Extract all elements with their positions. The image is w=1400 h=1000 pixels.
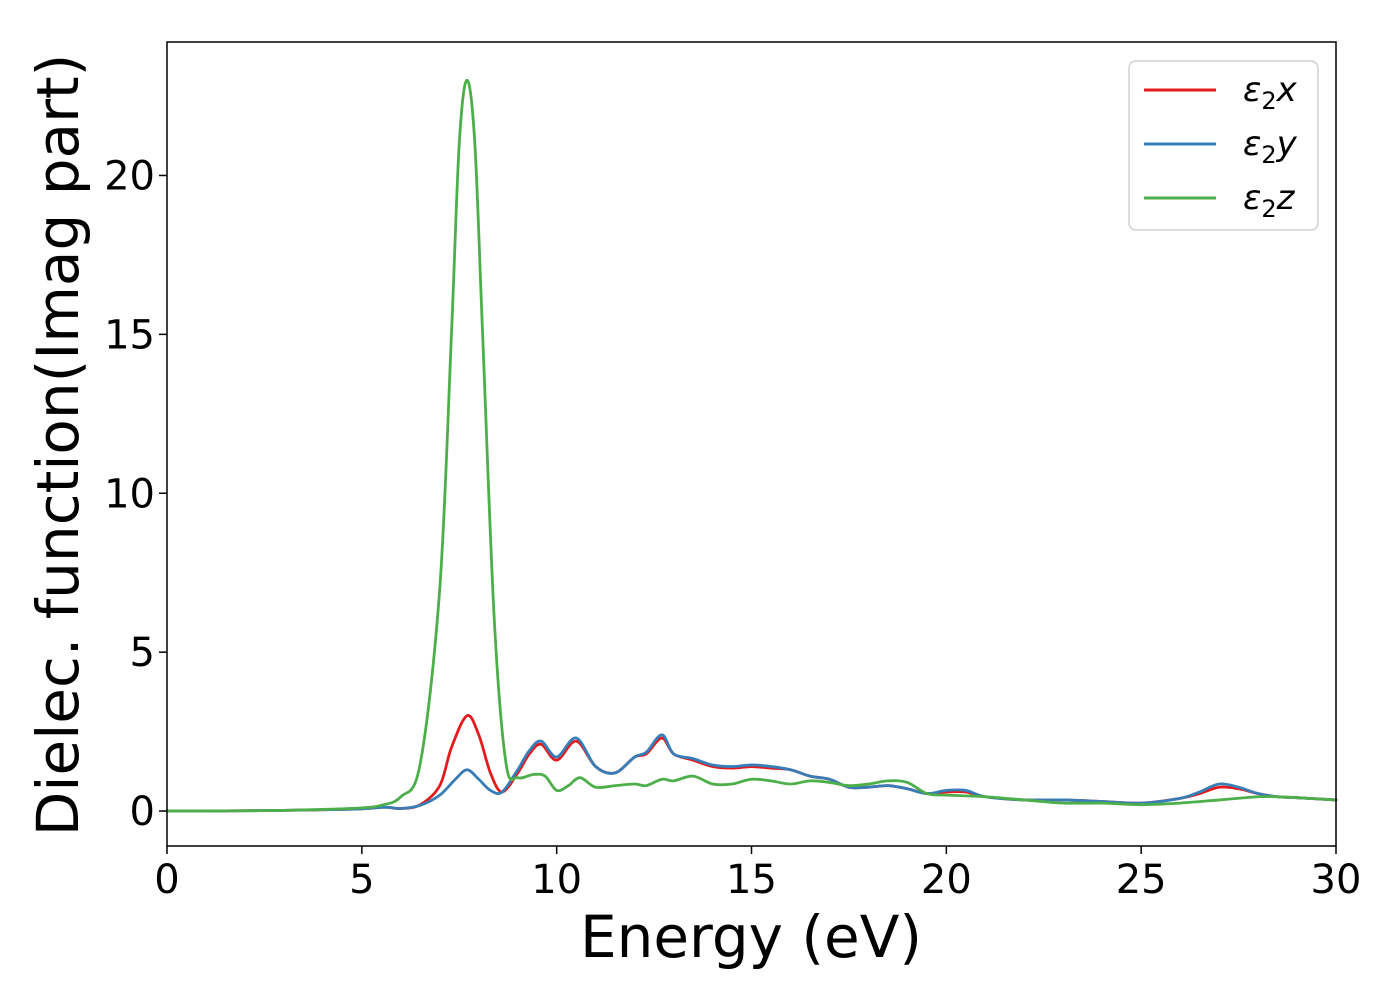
series-line-z xyxy=(165,78,1338,813)
x-tick-label: 5 xyxy=(349,857,374,903)
y-tick-label: 5 xyxy=(130,630,155,676)
series-layer xyxy=(165,78,1338,813)
y-axis-label: Dielec. function(Imag part) xyxy=(24,54,92,837)
series-line-y xyxy=(165,733,1338,813)
x-tick-label: 0 xyxy=(154,857,179,903)
x-axis-ticks: 0 5 10 15 20 25 30 xyxy=(154,846,1361,903)
y-tick-label: 0 xyxy=(130,789,155,835)
legend-label-y: ε2y xyxy=(1243,124,1298,169)
y-tick-label: 10 xyxy=(104,471,155,517)
legend-box xyxy=(1128,60,1319,231)
x-axis-label: Energy (eV) xyxy=(580,903,922,971)
y-tick-label: 20 xyxy=(104,153,155,199)
x-tick-label: 25 xyxy=(1116,857,1167,903)
y-tick-label: 15 xyxy=(104,312,155,358)
legend-label-z: ε2z xyxy=(1243,178,1296,223)
x-tick-label: 20 xyxy=(921,857,972,903)
legend-items: ε2x ε2y ε2z xyxy=(1144,70,1298,223)
x-tick-label: 15 xyxy=(726,857,777,903)
x-tick-label: 30 xyxy=(1311,857,1362,903)
legend: ε2x ε2y ε2z xyxy=(1128,60,1319,231)
y-axis-ticks: 0 5 10 15 20 xyxy=(104,153,167,835)
legend-label-x: ε2x xyxy=(1243,70,1298,115)
x-tick-label: 10 xyxy=(531,857,582,903)
